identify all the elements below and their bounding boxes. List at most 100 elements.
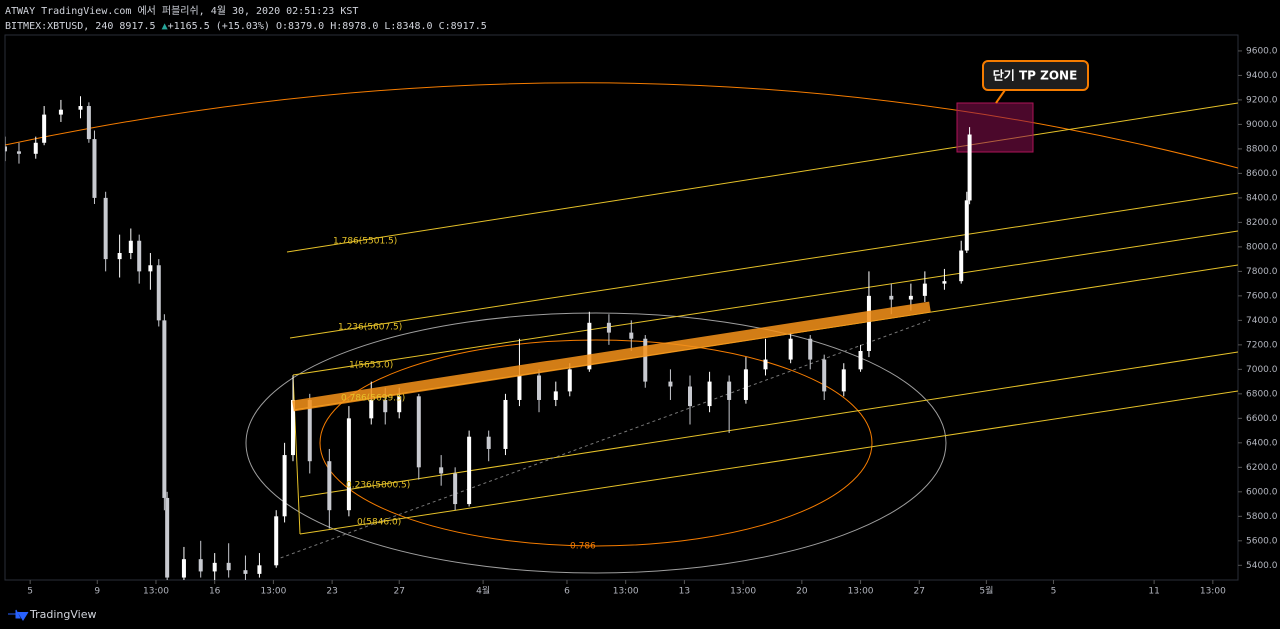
fib-label: 0.236(5800.5): [346, 481, 410, 491]
candle-body: [908, 295, 913, 300]
publish-line: ATWAY TradingView.com 에서 퍼블리쉬, 4월 30, 20…: [5, 6, 359, 17]
candle-body: [165, 497, 170, 578]
y-tick-label: 6000.0: [1246, 487, 1278, 497]
fib-line: [286, 102, 1238, 253]
header: ATWAY TradingView.com 에서 퍼블리쉬, 4월 30, 20…: [5, 4, 487, 34]
candle-body: [307, 399, 312, 462]
symbol-line: BITMEX:XBTUSD, 240 8917.5 ▲+1165.5 (+15.…: [5, 19, 487, 34]
y-tick-label: 8200.0: [1246, 218, 1278, 228]
y-tick-label: 6800.0: [1246, 389, 1278, 399]
callout: [982, 60, 1089, 91]
candle-body: [643, 338, 648, 382]
candle-body: [156, 265, 161, 321]
x-tick-label: 6: [564, 587, 570, 597]
candle-body: [128, 240, 133, 253]
candle-body: [922, 283, 927, 296]
x-tick-label: 27: [914, 587, 925, 597]
trend-line: [274, 319, 931, 561]
candle-body: [346, 418, 351, 511]
footer: [0, 603, 1280, 629]
candle-body: [92, 139, 97, 198]
candle-body: [257, 565, 262, 574]
arrow: ▲: [161, 21, 168, 32]
y-tick-label: 8400.0: [1246, 193, 1278, 203]
fib-label: 1.236(5607.5): [338, 323, 402, 333]
y-tick-label: 5800.0: [1246, 512, 1278, 522]
x-tick-label: 11: [1148, 587, 1159, 597]
candle-body: [808, 338, 813, 360]
candle-body: [668, 381, 673, 387]
candle-body: [33, 142, 38, 154]
fib-label: 0.786: [570, 542, 596, 552]
candle-body: [137, 240, 142, 272]
candle-body: [212, 562, 217, 572]
candle-body: [866, 295, 871, 351]
x-tick-label: 5: [1051, 587, 1057, 597]
y-tick-label: 5600.0: [1246, 536, 1278, 546]
ellipse: [245, 312, 947, 574]
candle-body: [274, 516, 279, 566]
ellipse: [319, 339, 873, 547]
fib-label: 1.786(5501.5): [333, 237, 397, 247]
candle-body: [587, 322, 592, 370]
candle-body: [86, 106, 91, 140]
fib-label: 1(5653.0): [349, 361, 393, 371]
y-tick-label: 5400.0: [1246, 561, 1278, 571]
candle-body: [369, 399, 374, 419]
candle-body: [5, 146, 7, 152]
x-tick-label: 27: [393, 587, 404, 597]
y-tick-label: 9400.0: [1246, 71, 1278, 81]
y-tick-label: 6400.0: [1246, 438, 1278, 448]
candle-body: [763, 359, 768, 370]
y-tick-label: 7800.0: [1246, 267, 1278, 277]
x-tick-label: 13: [679, 587, 690, 597]
y-tick-label: 9600.0: [1246, 46, 1278, 56]
plot-area: [4, 34, 1239, 581]
candle-body: [707, 381, 712, 407]
y-tick-label: 8600.0: [1246, 169, 1278, 179]
candle-body: [327, 461, 332, 511]
candle-body: [383, 399, 388, 413]
fib-line: [299, 390, 1238, 535]
candle-body: [743, 369, 748, 400]
candle-body: [243, 570, 248, 574]
candle-body: [517, 375, 522, 400]
y-tick-label: 7200.0: [1246, 340, 1278, 350]
candle-body: [439, 467, 444, 474]
x-tick-label: 13:00: [613, 587, 639, 597]
x-tick-label: 5월: [979, 585, 993, 597]
candle-body: [103, 197, 108, 260]
fib-label: 0.786(5699.5): [341, 394, 405, 404]
x-tick-label: 5: [27, 587, 33, 597]
candle-body: [889, 295, 894, 300]
support-band: [292, 301, 931, 412]
logo: [8, 609, 29, 621]
candle-body: [959, 250, 964, 282]
candles: [5, 96, 972, 580]
candle-body: [416, 396, 421, 468]
candle-body: [688, 386, 692, 407]
x-tick-label: 16: [209, 587, 221, 597]
y-tick-label: 6600.0: [1246, 414, 1278, 424]
x-tick-label: 4월: [476, 585, 490, 597]
ohlc-high: H:8978.0: [330, 21, 379, 32]
ohlc-low: L:8348.0: [384, 21, 433, 32]
candle-body: [181, 559, 186, 578]
candle-body: [42, 114, 47, 143]
callout-text: 단기 TP ZONE: [993, 68, 1078, 83]
y-tick-label: 7000.0: [1246, 365, 1278, 375]
candle-body: [553, 391, 558, 400]
candle-body: [942, 281, 947, 284]
fib-label: 0(5846.0): [357, 518, 401, 528]
candle-body: [117, 253, 122, 260]
candle-body: [78, 106, 83, 110]
candle-body: [397, 396, 402, 413]
x-tick-label: 13:00: [260, 587, 286, 597]
x-tick-label: 9: [94, 587, 100, 597]
annotations: 1.786(5501.5) 1.236(5607.5) 1(5653.0) 0.786…: [333, 68, 1077, 552]
fib-line: [289, 192, 1238, 339]
y-tick-label: 9200.0: [1246, 95, 1278, 105]
arc: [5, 82, 1238, 169]
callout-pointer: [995, 89, 1006, 104]
